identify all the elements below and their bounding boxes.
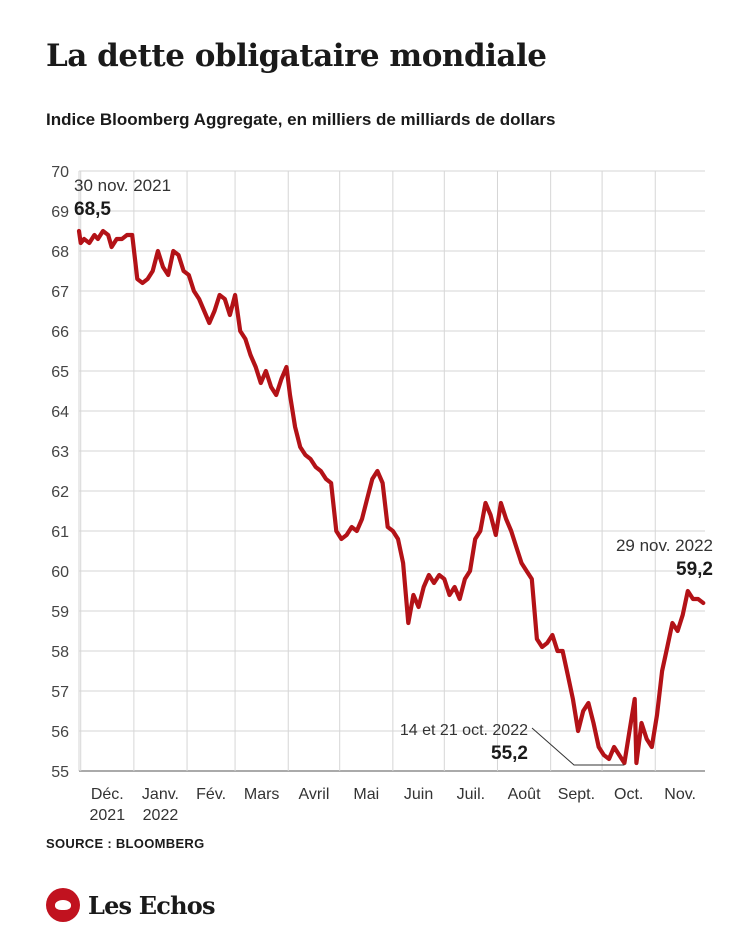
y-tick-label: 55 — [51, 764, 69, 781]
annotation-low-value: 55,2 — [491, 743, 528, 764]
x-tick-label: Août — [508, 786, 541, 803]
y-tick-label: 63 — [51, 444, 69, 461]
y-tick-label: 56 — [51, 724, 69, 741]
x-tick-label: Mai — [353, 786, 379, 803]
x-tick-label: Sept. — [558, 786, 595, 803]
x-tick-label: Janv. — [142, 786, 179, 803]
y-tick-label: 62 — [51, 484, 69, 501]
y-tick-label: 70 — [51, 164, 69, 181]
annotation-end-label: 29 nov. 2022 — [616, 536, 713, 555]
les-echos-logo-text: Les Echos — [88, 890, 215, 920]
les-echos-logo: Les Echos — [46, 888, 215, 922]
annotation-low-leader — [531, 727, 625, 766]
y-tick-label: 68 — [51, 244, 69, 261]
x-axis: Déc. 2021 Janv. 2022 Fév. Mars Avril Mai Juin Jui… — [90, 786, 696, 824]
series-line — [76, 228, 706, 766]
y-tick-label: 64 — [51, 404, 69, 421]
x-tick-label: Juin — [404, 786, 433, 803]
x-tick-label: Avril — [299, 786, 330, 803]
y-tick-label: 67 — [51, 284, 69, 301]
les-echos-logo-icon — [46, 888, 80, 922]
y-tick-label: 65 — [51, 364, 69, 381]
annotation-start-value: 68,5 — [74, 199, 111, 220]
x-tick-label: Nov. — [664, 786, 696, 803]
y-tick-label: 60 — [51, 564, 69, 581]
annotation-low-label: 14 et 21 oct. 2022 — [400, 722, 528, 739]
series-layer — [76, 228, 706, 766]
y-tick-label: 58 — [51, 644, 69, 661]
y-tick-label: 57 — [51, 684, 69, 701]
x-tick-label: Mars — [244, 786, 280, 803]
y-axis: 55 56 57 58 59 60 61 62 63 64 65 66 67 68 69 70 — [51, 164, 69, 781]
x-tick-label: Déc. — [91, 786, 124, 803]
x-tick-label: Oct. — [614, 786, 643, 803]
x-tick-sublabel: 2021 — [90, 807, 126, 824]
x-tick-label: Juil. — [457, 786, 485, 803]
chart-subtitle: Indice Bloomberg Aggregate, en milliers … — [46, 110, 556, 129]
x-tick-sublabel: 2022 — [143, 807, 179, 824]
annotation-layer: 30 nov. 2021 68,5 29 nov. 2022 59,2 14 et 21… — [74, 176, 713, 766]
y-tick-label: 66 — [51, 324, 69, 341]
chart-title: La dette obligataire mondiale — [46, 38, 547, 74]
y-tick-label: 61 — [51, 524, 69, 541]
annotation-end-value: 59,2 — [676, 559, 713, 580]
y-tick-label: 69 — [51, 204, 69, 221]
source-note: SOURCE : BLOOMBERG — [46, 836, 205, 851]
line-chart: 55 56 57 58 59 60 61 62 63 64 65 66 67 68 69 70 Déc. 202… — [51, 164, 713, 824]
x-tick-label: Fév. — [196, 786, 226, 803]
annotation-start-label: 30 nov. 2021 — [74, 176, 171, 195]
y-tick-label: 59 — [51, 604, 69, 621]
